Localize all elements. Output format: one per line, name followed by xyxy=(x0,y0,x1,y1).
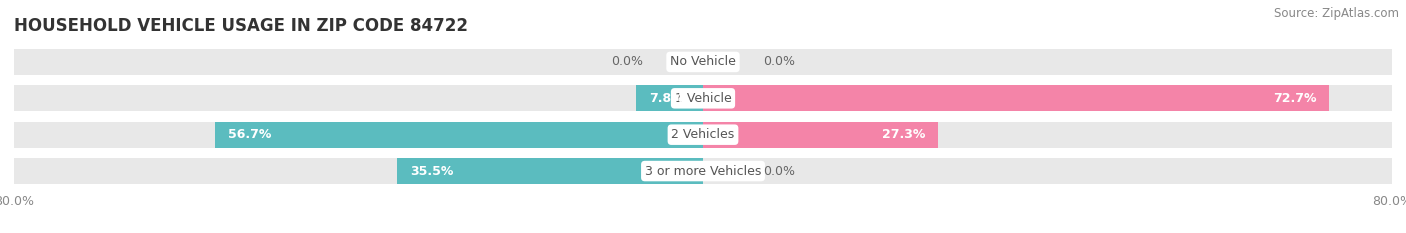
Bar xyxy=(215,122,703,148)
Text: No Vehicle: No Vehicle xyxy=(671,55,735,69)
Bar xyxy=(636,85,703,111)
Text: 0.0%: 0.0% xyxy=(610,55,643,69)
Text: Source: ZipAtlas.com: Source: ZipAtlas.com xyxy=(1274,7,1399,20)
Text: 7.8%: 7.8% xyxy=(648,92,683,105)
Text: 3 or more Vehicles: 3 or more Vehicles xyxy=(645,164,761,178)
Bar xyxy=(703,122,938,148)
Bar xyxy=(14,158,1392,184)
Text: 2 Vehicles: 2 Vehicles xyxy=(672,128,734,141)
Bar xyxy=(398,158,703,184)
Text: 35.5%: 35.5% xyxy=(411,164,454,178)
Text: 0.0%: 0.0% xyxy=(763,55,796,69)
Bar xyxy=(703,85,1329,111)
Text: 27.3%: 27.3% xyxy=(882,128,925,141)
Bar xyxy=(14,49,1392,75)
Text: 72.7%: 72.7% xyxy=(1272,92,1316,105)
Text: 0.0%: 0.0% xyxy=(763,164,796,178)
Text: HOUSEHOLD VEHICLE USAGE IN ZIP CODE 84722: HOUSEHOLD VEHICLE USAGE IN ZIP CODE 8472… xyxy=(14,17,468,35)
Bar xyxy=(14,85,1392,111)
Bar xyxy=(14,122,1392,148)
Text: 56.7%: 56.7% xyxy=(228,128,271,141)
Text: 1 Vehicle: 1 Vehicle xyxy=(675,92,731,105)
